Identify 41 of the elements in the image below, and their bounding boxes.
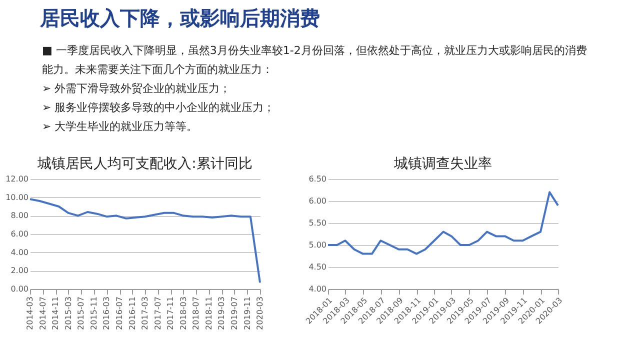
x-tick-label: 2019-03: [217, 296, 226, 330]
y-tick-label: 2.00: [10, 266, 28, 276]
x-tick-label: 2018-03: [178, 296, 188, 330]
x-tick-label: 2020-03: [256, 296, 264, 330]
text: ➢ 大学生毕业的就业压力等等。: [42, 120, 198, 133]
text: ➢ 外需下滑导致外贸企业的就业压力；: [42, 82, 231, 95]
x-tick-label: 2016-07: [115, 296, 124, 330]
y-tick-label: 8.00: [10, 211, 28, 220]
x-tick-label: 2018-07: [192, 296, 201, 330]
x-tick-label: 2014-07: [38, 296, 48, 330]
y-tick-label: 5.00: [308, 240, 326, 250]
x-tick-label: 2019-11: [242, 296, 252, 330]
text: ■ 一季度居民收入下降明显，虽然3月份失业率较1-2月份回落，但依然处于高位，就业压力大或影响居民的消费能力。未来需要关注下面几个方面的就业压力：: [42, 44, 587, 76]
text: 居民收入下降，或影响后期消费: [39, 6, 320, 30]
x-tick-label: 2017-07: [153, 296, 162, 330]
text: ➢ 服务业停摆较多导致的中小企业的就业压力；: [42, 101, 275, 114]
x-tick-label: 2016-03: [102, 296, 112, 330]
y-tick-label: 6.50: [308, 174, 326, 184]
line-series: [327, 191, 559, 255]
y-tick-label: 0.00: [10, 284, 28, 294]
x-tick-label: 2016-11: [128, 296, 137, 330]
y-tick-label: 4.00: [10, 248, 28, 257]
y-tick-label: 4.50: [308, 262, 326, 272]
y-tick-label: 10.00: [6, 192, 28, 202]
y-tick-label: 12.00: [6, 174, 28, 184]
x-tick-label: 2014-11: [51, 296, 60, 330]
y-tick-label: 6.00: [308, 196, 326, 206]
x-tick-label: 2019-07: [230, 296, 239, 330]
x-tick-label: 2015-11: [90, 296, 99, 330]
y-tick-label: 5.50: [308, 218, 326, 228]
x-tick-label: 2014-03: [26, 296, 34, 330]
x-tick-label: 2015-03: [64, 296, 73, 330]
y-tick-label: 6.00: [10, 230, 28, 238]
x-tick-label: 2017-03: [140, 296, 150, 330]
x-tick-label: 2015-07: [76, 296, 86, 330]
y-tick-label: 4.00: [308, 284, 326, 294]
line-series: [29, 198, 261, 284]
chart-title: 城镇调查失业率: [393, 156, 492, 172]
chart-title: 城镇居民人均可支配收入:累计同比: [36, 156, 252, 172]
x-tick-label: 2018-11: [204, 296, 214, 330]
x-tick-label: 2017-11: [166, 296, 176, 330]
